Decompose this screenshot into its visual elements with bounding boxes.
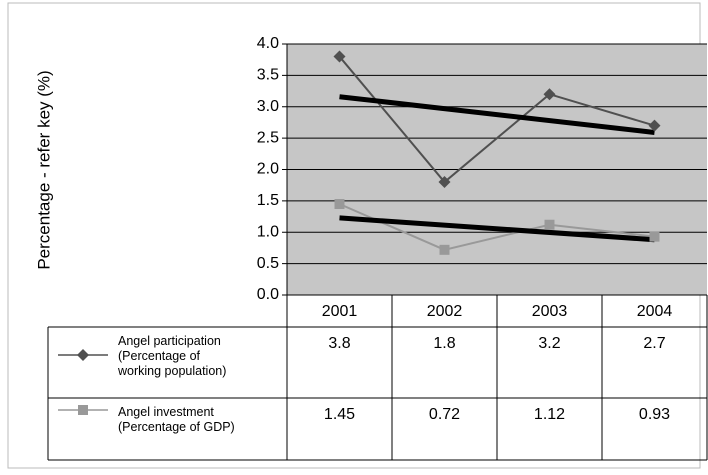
x-tick-label: 2001 (322, 303, 358, 320)
trendline (339, 94, 655, 135)
x-tick-label: 2003 (532, 303, 568, 320)
y-tick-label: 1.5 (257, 192, 279, 209)
legend-label: Angel investment (Percentage of GDP) (118, 405, 235, 434)
table-value: 0.93 (639, 406, 670, 423)
y-tick-label: 2.0 (257, 161, 279, 178)
table-value: 1.8 (433, 335, 455, 352)
x-tick-label: 2004 (637, 303, 673, 320)
y-tick-label: 3.5 (257, 67, 279, 84)
legend-label: Angel participation (Percentage of worki… (118, 334, 227, 378)
point (439, 244, 450, 255)
point (438, 176, 451, 189)
y-tick-label: 1.0 (257, 223, 279, 240)
x-tick-label: 2002 (427, 303, 463, 320)
y-tick-label: 4.0 (257, 35, 279, 52)
series-line (338, 55, 655, 184)
table-value: 1.12 (534, 406, 565, 423)
point (334, 199, 345, 210)
y-tick-label: 2.5 (257, 129, 279, 146)
point (543, 88, 556, 101)
point (649, 231, 660, 242)
point (333, 50, 346, 63)
y-axis-label: Percentage - refer key (%) (34, 70, 53, 269)
y-tick-label: 3.0 (257, 98, 279, 115)
table-value: 3.2 (538, 335, 560, 352)
table-value: 2.7 (643, 335, 665, 352)
y-tick-label: 0.0 (257, 286, 279, 303)
trendline (339, 215, 655, 243)
point (648, 119, 661, 132)
point (77, 349, 89, 361)
point (78, 405, 88, 415)
point (544, 219, 555, 230)
table-value: 1.45 (324, 406, 355, 423)
table-value: 3.8 (328, 335, 350, 352)
series-line (339, 203, 655, 251)
y-tick-label: 0.5 (257, 255, 279, 272)
table-value: 0.72 (429, 406, 460, 423)
